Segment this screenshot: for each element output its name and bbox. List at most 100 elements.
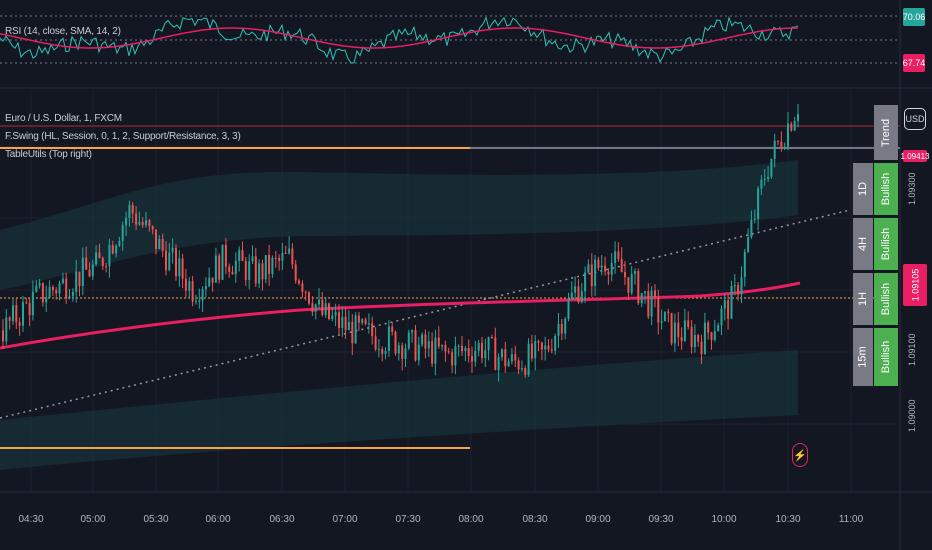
candle-body — [121, 225, 124, 241]
trend-row-value: Bullish — [874, 273, 898, 325]
time-tick: 08:30 — [522, 514, 548, 525]
candle-body — [51, 286, 54, 291]
candle-body — [434, 337, 437, 364]
time-tick: 10:30 — [775, 514, 801, 525]
candle-body — [530, 343, 533, 359]
candle-body — [404, 348, 407, 359]
candle-body — [168, 252, 171, 271]
price-tick-3: 1.09000 — [907, 399, 917, 432]
time-tick: 10:00 — [711, 514, 737, 525]
time-tick: 07:30 — [395, 514, 421, 525]
candle-body — [158, 239, 161, 249]
trend-row-value: Bullish — [874, 218, 898, 270]
time-tick: 06:30 — [269, 514, 295, 525]
candle-body — [713, 331, 716, 340]
candle-body — [68, 296, 71, 299]
candle-body — [557, 323, 560, 336]
candle-body — [481, 342, 483, 359]
candle-body — [208, 277, 211, 287]
candle-body — [594, 259, 597, 287]
candle-body — [214, 255, 217, 283]
trend-header-text: Trend — [880, 118, 893, 147]
candle-body — [663, 311, 666, 322]
candle-body — [391, 326, 394, 332]
candle-body — [580, 291, 583, 303]
candle-body — [504, 349, 507, 367]
candle-body — [537, 341, 540, 343]
time-tick: 11:00 — [838, 514, 864, 525]
candle-body — [650, 290, 653, 317]
candle-body — [91, 264, 94, 277]
candle-body — [660, 321, 663, 323]
candle-body — [95, 252, 98, 265]
rsi-ma-badge: 67.74 — [903, 54, 925, 72]
candle-body — [514, 354, 517, 361]
candle-body — [194, 301, 197, 303]
candle-body — [61, 278, 64, 284]
price-tick-1: 1.09300 — [907, 172, 917, 205]
candle-body — [294, 264, 297, 281]
symbol-legend[interactable]: Euro / U.S. Dollar, 1, FXCM — [5, 113, 122, 124]
candle-body — [451, 352, 454, 366]
candle-body — [680, 337, 683, 341]
rsi-line — [0, 15, 799, 64]
candle-body — [570, 292, 573, 300]
candle-body — [494, 337, 497, 370]
candle-body — [155, 229, 157, 249]
candle-body — [477, 342, 480, 351]
candle-body — [673, 322, 676, 344]
rsi-legend: RSI (14, close, SMA, 14, 2) — [5, 26, 121, 37]
trend-row-value: Bullish — [874, 163, 898, 215]
candle-body — [614, 251, 617, 263]
trend-row-tf-text: 1H — [857, 291, 869, 307]
candle-body — [417, 344, 420, 361]
table-legend[interactable]: TableUtils (Top right) — [5, 149, 92, 160]
candle-body — [141, 222, 144, 226]
candle-body — [487, 337, 490, 351]
currency-button[interactable]: USD — [904, 108, 926, 130]
candle-body — [647, 291, 650, 317]
candle-body — [321, 299, 324, 315]
candle-body — [730, 286, 733, 319]
candle-body — [22, 302, 24, 326]
trend-row-value-text: Bullish — [880, 172, 892, 206]
candle-body — [367, 323, 370, 325]
candle-body — [717, 325, 720, 332]
candle-body — [441, 344, 444, 347]
candle-body — [401, 345, 404, 359]
candle-body — [128, 205, 131, 218]
candle-body — [314, 304, 317, 312]
lower-band — [0, 350, 798, 470]
candle-body — [371, 323, 374, 337]
candle-body — [733, 285, 736, 287]
candle-body — [41, 283, 44, 303]
candle-body — [354, 315, 357, 344]
candle-body — [304, 291, 307, 293]
candle-body — [654, 290, 656, 298]
candle-body — [331, 315, 334, 319]
candle-body — [12, 305, 14, 321]
candle-body — [101, 258, 104, 267]
candle-body — [743, 251, 746, 278]
trend-row-tf-text: 4H — [857, 236, 869, 252]
candle-body — [75, 271, 78, 292]
swing-legend[interactable]: F.Swing (HL, Session, 0, 1, 2, Support/R… — [5, 131, 241, 142]
candle-body — [65, 278, 68, 299]
trend-row-tf: 1H — [853, 273, 873, 325]
candle-body — [261, 263, 264, 280]
candle-body — [138, 222, 141, 225]
candle-body — [544, 345, 547, 350]
candle-body — [278, 257, 281, 261]
trend-row-value-text: Bullish — [880, 340, 892, 374]
candle-body — [793, 120, 796, 131]
candle-body — [634, 271, 636, 274]
candle-body — [740, 277, 743, 295]
candle-body — [467, 348, 470, 357]
flash-icon[interactable]: ⚡ — [792, 443, 808, 467]
candle-body — [161, 239, 164, 251]
candle-body — [228, 266, 231, 272]
candle-body — [291, 248, 294, 265]
candle-body — [334, 312, 337, 316]
candle-body — [18, 322, 21, 326]
